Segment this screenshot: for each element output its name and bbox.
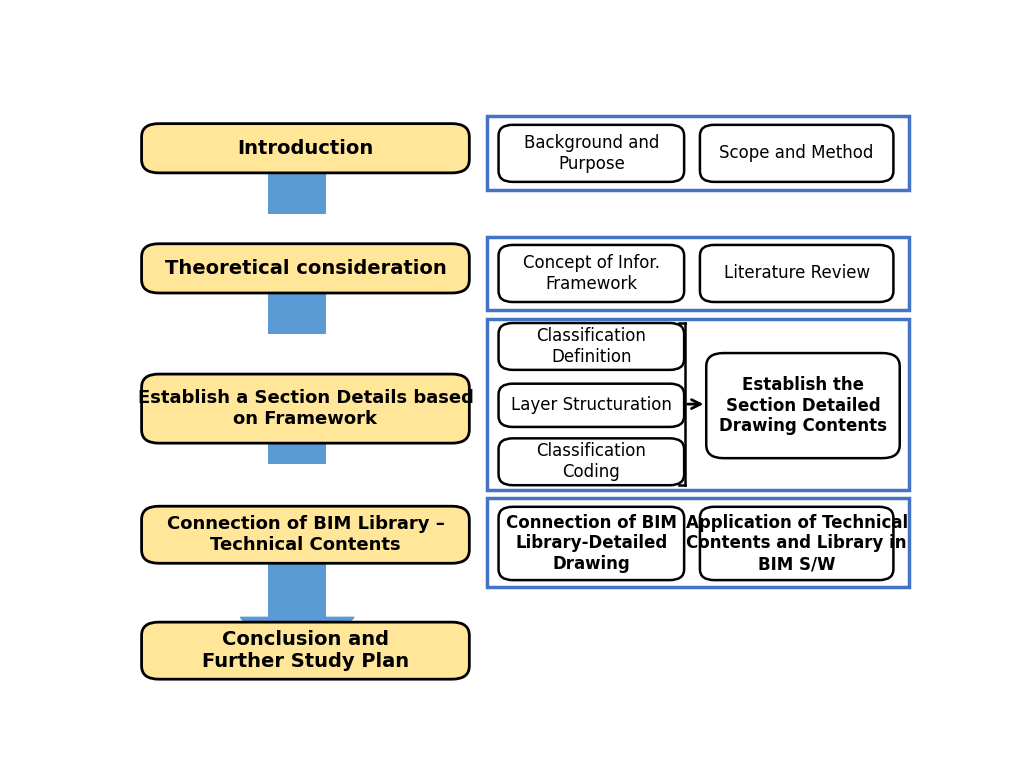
Bar	[268, 173, 326, 214]
FancyBboxPatch shape	[700, 507, 894, 580]
FancyBboxPatch shape	[700, 125, 894, 182]
Text: Application of Technical
Contents and Library in
BIM S/W: Application of Technical Contents and Li…	[686, 514, 908, 573]
FancyBboxPatch shape	[706, 353, 900, 458]
Text: Layer Structuration: Layer Structuration	[511, 396, 672, 414]
Text: Establish a Section Details based
on Framework: Establish a Section Details based on Fra…	[138, 389, 474, 428]
Bar	[268, 293, 326, 334]
FancyBboxPatch shape	[142, 374, 470, 443]
FancyBboxPatch shape	[498, 384, 684, 427]
FancyBboxPatch shape	[142, 506, 470, 563]
FancyBboxPatch shape	[498, 245, 684, 302]
FancyBboxPatch shape	[498, 507, 684, 580]
Text: Scope and Method: Scope and Method	[719, 144, 874, 162]
Text: Introduction: Introduction	[237, 139, 374, 158]
FancyBboxPatch shape	[498, 438, 684, 485]
Text: Theoretical consideration: Theoretical consideration	[165, 259, 446, 278]
FancyBboxPatch shape	[142, 243, 470, 293]
FancyBboxPatch shape	[487, 498, 909, 587]
FancyBboxPatch shape	[142, 123, 470, 173]
FancyBboxPatch shape	[487, 116, 909, 190]
Text: Literature Review: Literature Review	[723, 264, 870, 282]
Text: Classification
Coding: Classification Coding	[536, 442, 646, 481]
Bar	[268, 443, 326, 464]
Text: Connection of BIM Library –
Technical Contents: Connection of BIM Library – Technical Co…	[166, 516, 444, 554]
Text: Classification
Definition: Classification Definition	[536, 327, 646, 366]
Bar	[268, 568, 326, 617]
FancyBboxPatch shape	[487, 236, 909, 310]
FancyBboxPatch shape	[498, 125, 684, 182]
FancyBboxPatch shape	[142, 622, 470, 679]
Text: Concept of Infor.
Framework: Concept of Infor. Framework	[523, 254, 660, 292]
Text: Connection of BIM
Library-Detailed
Drawing: Connection of BIM Library-Detailed Drawi…	[505, 514, 677, 573]
Text: Establish the
Section Detailed
Drawing Contents: Establish the Section Detailed Drawing C…	[719, 376, 887, 435]
FancyBboxPatch shape	[700, 245, 894, 302]
Polygon shape	[240, 617, 354, 679]
Bar	[268, 563, 326, 568]
FancyBboxPatch shape	[498, 323, 684, 370]
Text: Conclusion and
Further Study Plan: Conclusion and Further Study Plan	[202, 630, 409, 671]
Text: Background and
Purpose: Background and Purpose	[524, 134, 659, 172]
FancyBboxPatch shape	[487, 319, 909, 490]
